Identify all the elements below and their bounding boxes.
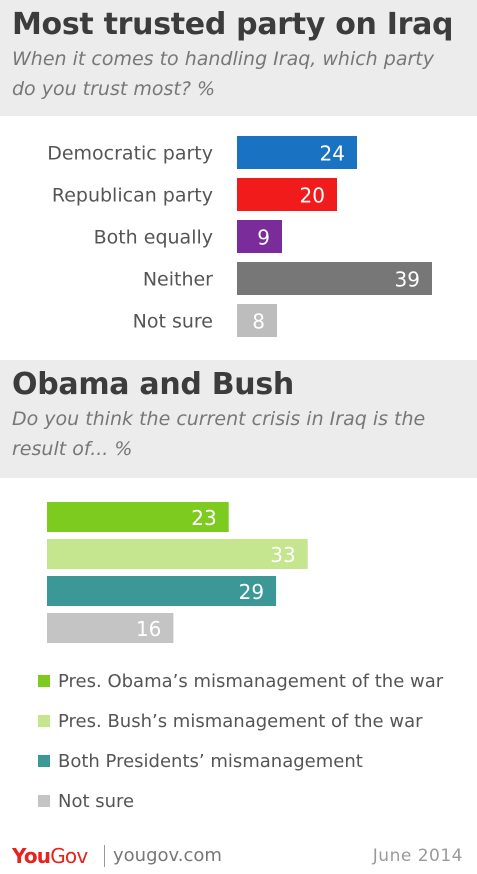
bar-value-label: 24 — [320, 142, 345, 166]
section-2-title: Obama and Bush — [12, 367, 294, 402]
site-url: yougov.com — [104, 845, 222, 867]
section-2-subtitle-line1: Do you think the current crisis in Iraq … — [12, 408, 426, 430]
bar — [47, 576, 277, 606]
yougov-logo: YouGov — [12, 844, 88, 868]
bar-value-label: 16 — [136, 617, 161, 641]
legend-item: Pres. Bush’s mismanagement of the war — [38, 710, 423, 732]
section-2-header: Obama and Bush Do you think the current … — [0, 360, 477, 478]
category-label: Neither — [143, 269, 213, 291]
bar-value-label: 33 — [270, 543, 295, 567]
bar — [237, 220, 282, 253]
section-2-subtitle-line2: result of... % — [12, 438, 133, 460]
party-trust-chart: Democratic party 24 Republican party 20 Both… — [47, 136, 432, 337]
bar-value-label: 23 — [191, 506, 216, 530]
legend-item: Not sure — [38, 790, 134, 812]
legend-label: Pres. Bush’s mismanagement of the war — [58, 710, 423, 732]
section-1-subtitle-line1: When it comes to handling Iraq, which pa… — [12, 48, 434, 70]
category-label: Both equally — [94, 227, 213, 249]
legend-label: Both Presidents’ mismanagement — [58, 750, 363, 772]
bar-value-label: 9 — [257, 226, 270, 250]
bar-value-label: 20 — [300, 184, 325, 208]
publish-date: June 2014 — [372, 846, 463, 866]
legend-item: Pres. Obama’s mismanagement of the war — [38, 670, 443, 692]
legend-label: Pres. Obama’s mismanagement of the war — [58, 670, 444, 692]
legend-swatch — [38, 795, 50, 807]
bar-value-label: 29 — [239, 580, 264, 604]
section-1-title: Most trusted party on Iraq — [12, 7, 454, 42]
footer: YouGov yougov.com June 2014 — [0, 836, 477, 874]
legend-swatch — [38, 715, 50, 727]
bar — [47, 539, 308, 569]
legend-swatch — [38, 675, 50, 687]
bar-value-label: 39 — [395, 268, 420, 292]
bar — [47, 502, 229, 532]
category-label: Republican party — [52, 185, 213, 207]
bar — [237, 262, 432, 295]
bar — [237, 304, 277, 337]
category-label: Democratic party — [47, 143, 213, 165]
legend-swatch — [38, 755, 50, 767]
category-label: Not sure — [133, 311, 213, 333]
section-1-header: Most trusted party on Iraq When it comes… — [0, 0, 477, 116]
bar — [47, 613, 174, 643]
legend-label: Not sure — [58, 790, 135, 812]
section-1-subtitle-line2: do you trust most? % — [12, 78, 216, 100]
legend-item: Both Presidents’ mismanagement — [38, 750, 363, 772]
bar — [237, 136, 357, 169]
bar — [237, 178, 337, 211]
bar-value-label: 8 — [252, 310, 265, 334]
